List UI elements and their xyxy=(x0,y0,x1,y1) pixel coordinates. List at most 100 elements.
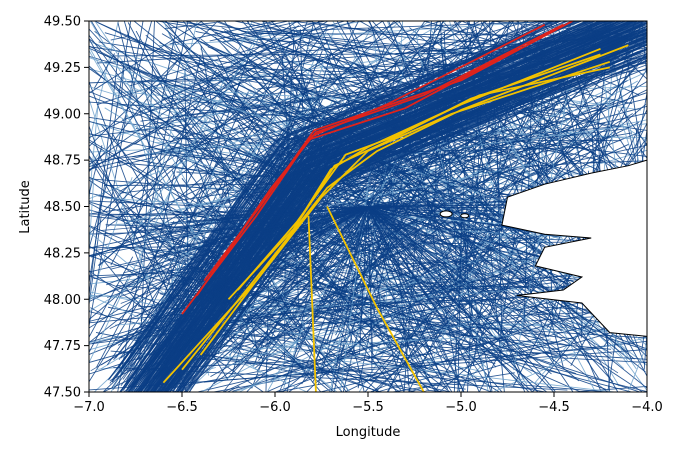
background-track xyxy=(89,256,134,339)
background-track xyxy=(641,21,647,83)
background-track xyxy=(159,21,563,46)
y-tick-label: 49.25 xyxy=(44,61,81,76)
background-track xyxy=(292,206,369,358)
background-track xyxy=(169,21,279,45)
background-track xyxy=(179,55,647,392)
background-track xyxy=(206,60,647,392)
background-track xyxy=(367,206,524,390)
background-track xyxy=(226,385,240,392)
background-track xyxy=(200,210,552,392)
background-track xyxy=(106,121,274,366)
background-track xyxy=(208,66,297,151)
background-track xyxy=(122,206,369,392)
background-track xyxy=(326,206,369,345)
background-track xyxy=(89,49,196,235)
background-track xyxy=(250,206,369,358)
background-track xyxy=(367,206,559,310)
background-track xyxy=(89,245,159,290)
background-track xyxy=(146,30,643,392)
background-track xyxy=(318,324,592,392)
background-track xyxy=(89,145,103,196)
background-track xyxy=(89,57,503,203)
background-track xyxy=(566,111,647,205)
x-tick-label: −5.0 xyxy=(445,400,477,415)
background-track xyxy=(367,206,473,349)
y-axis: 47.50 47.75 48.00 48.25 48.50 48.75 49.00 49.25… xyxy=(44,15,89,401)
background-track xyxy=(360,301,629,380)
background-track xyxy=(89,155,180,311)
background-track xyxy=(101,206,369,216)
background-track xyxy=(329,359,619,392)
background-track xyxy=(120,206,369,304)
background-track xyxy=(147,38,628,392)
background-track xyxy=(548,119,647,141)
background-track xyxy=(367,206,580,330)
background-track xyxy=(367,206,619,374)
y-tick-label: 48.75 xyxy=(44,154,81,169)
y-tick-label: 47.75 xyxy=(44,339,81,354)
y-tick-label: 48.25 xyxy=(44,246,81,261)
background-track xyxy=(388,21,526,392)
background-track xyxy=(237,206,369,332)
background-track xyxy=(367,197,380,207)
background-track xyxy=(278,206,369,392)
background-track xyxy=(273,206,369,209)
background-track xyxy=(127,22,300,346)
background-track xyxy=(367,206,613,355)
background-track xyxy=(367,28,376,32)
background-track xyxy=(89,141,501,392)
background-track xyxy=(115,206,369,341)
background-track xyxy=(367,206,478,227)
background-track xyxy=(367,190,382,207)
background-track xyxy=(367,206,409,293)
y-tick-label: 48.00 xyxy=(44,293,81,308)
background-track xyxy=(201,199,411,358)
land-mass xyxy=(501,159,647,337)
background-track xyxy=(305,312,390,392)
background-track xyxy=(367,206,491,335)
background-track xyxy=(130,41,329,199)
background-track xyxy=(89,97,149,283)
background-track xyxy=(89,175,95,257)
x-tick-label: −6.5 xyxy=(166,400,198,415)
background-track xyxy=(330,206,369,392)
background-track xyxy=(165,206,369,238)
background-track xyxy=(367,206,539,392)
background-track xyxy=(407,321,647,392)
background-track xyxy=(162,40,300,101)
background-track xyxy=(420,338,551,362)
background-track xyxy=(317,206,369,386)
x-tick-label: −6.0 xyxy=(259,400,291,415)
background-track xyxy=(367,206,530,338)
x-tick-label: −4.0 xyxy=(631,400,663,415)
background-track xyxy=(89,21,204,94)
background-track xyxy=(108,133,483,349)
background-track xyxy=(369,318,546,392)
background-track xyxy=(367,206,383,318)
background-track xyxy=(94,21,351,392)
background-track xyxy=(367,193,461,207)
background-track xyxy=(118,21,546,360)
background-track xyxy=(161,21,616,372)
background-track xyxy=(181,107,398,392)
background-track xyxy=(94,206,369,251)
background-track xyxy=(373,333,451,392)
background-track xyxy=(164,21,216,30)
background-track xyxy=(188,44,647,392)
background-track xyxy=(120,21,592,378)
background-track xyxy=(359,206,369,335)
background-track xyxy=(403,269,465,392)
background-track xyxy=(367,206,391,282)
background-track xyxy=(89,311,418,392)
background-track xyxy=(89,65,416,168)
background-track xyxy=(107,206,369,298)
background-track xyxy=(187,82,241,183)
background-track xyxy=(102,65,247,213)
background-track xyxy=(286,206,369,252)
background-track xyxy=(167,206,369,251)
background-track xyxy=(223,338,379,392)
background-track xyxy=(367,206,563,331)
background-track xyxy=(328,113,633,295)
x-tick-label: −5.5 xyxy=(352,400,384,415)
background-track xyxy=(367,206,487,298)
